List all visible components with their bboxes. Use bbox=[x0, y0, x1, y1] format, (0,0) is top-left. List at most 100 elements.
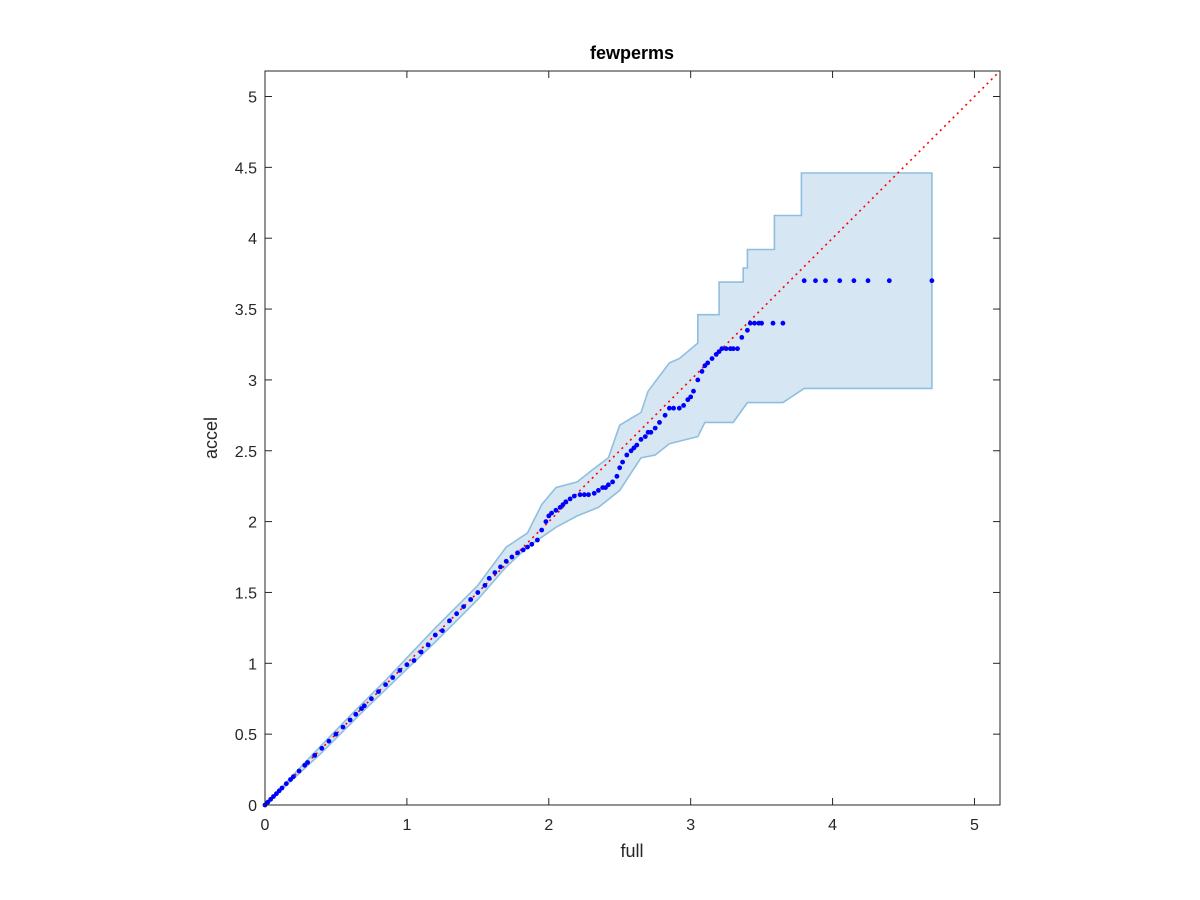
data-point bbox=[418, 649, 424, 655]
data-point bbox=[571, 493, 577, 499]
data-point bbox=[482, 583, 488, 588]
data-point bbox=[813, 278, 818, 284]
data-point bbox=[591, 490, 597, 496]
plot-frame bbox=[264, 70, 1001, 806]
data-point bbox=[340, 724, 346, 730]
data-point bbox=[642, 434, 648, 439]
data-point bbox=[305, 760, 310, 765]
data-point bbox=[657, 420, 662, 425]
data-point bbox=[353, 711, 359, 717]
x-axis-label: full bbox=[620, 841, 643, 861]
data-point bbox=[475, 590, 481, 595]
data-point bbox=[723, 346, 729, 352]
data-point bbox=[492, 570, 498, 575]
data-point bbox=[347, 717, 353, 723]
data-point bbox=[319, 745, 325, 751]
data-point bbox=[549, 510, 554, 516]
y-tick-label: 5 bbox=[248, 90, 257, 107]
data-point bbox=[610, 479, 615, 485]
data-point bbox=[688, 394, 694, 400]
data-point bbox=[312, 753, 318, 758]
data-point bbox=[620, 459, 625, 465]
x-tick-label: 4 bbox=[828, 817, 837, 834]
data-point bbox=[759, 320, 764, 326]
data-point bbox=[851, 278, 857, 284]
data-point bbox=[624, 452, 630, 458]
data-point bbox=[468, 597, 474, 602]
data-point bbox=[662, 412, 668, 418]
data-point bbox=[404, 662, 410, 668]
data-point bbox=[581, 492, 587, 498]
data-point bbox=[535, 537, 540, 543]
x-tick-label: 2 bbox=[544, 817, 553, 834]
data-point bbox=[291, 774, 296, 780]
data-point bbox=[279, 785, 285, 791]
x-tick-label: 5 bbox=[970, 817, 979, 834]
data-point bbox=[780, 320, 786, 326]
data-point bbox=[837, 278, 843, 284]
data-point bbox=[509, 554, 515, 560]
data-point bbox=[719, 346, 725, 352]
data-point bbox=[440, 628, 445, 634]
data-point bbox=[265, 799, 271, 805]
data-point bbox=[652, 425, 658, 431]
data-point bbox=[735, 346, 740, 352]
data-point bbox=[691, 388, 696, 394]
reference-line bbox=[264, 70, 1001, 806]
data-points-layer bbox=[262, 278, 935, 808]
data-point bbox=[333, 731, 339, 737]
data-point bbox=[486, 575, 492, 581]
data-point bbox=[369, 696, 374, 702]
data-point bbox=[667, 405, 672, 411]
data-point bbox=[553, 507, 559, 513]
data-point bbox=[747, 320, 753, 326]
data-point bbox=[823, 278, 828, 284]
y-tick-label: 3 bbox=[248, 373, 257, 390]
data-point bbox=[447, 618, 452, 624]
data-point bbox=[503, 558, 509, 564]
y-axis-ticks: 0 0.5 1 1.5 2 2.5 3 3.5 4 4.5 5 bbox=[235, 90, 1000, 815]
data-point bbox=[520, 547, 526, 553]
data-point bbox=[929, 278, 935, 284]
data-point bbox=[617, 465, 623, 471]
data-point bbox=[296, 768, 302, 774]
x-tick-label: 3 bbox=[686, 817, 695, 834]
reference-line-layer bbox=[264, 70, 1001, 806]
data-point bbox=[801, 278, 807, 284]
data-point bbox=[606, 482, 611, 488]
y-tick-label: 0 bbox=[248, 798, 257, 815]
data-point bbox=[525, 544, 530, 550]
data-point bbox=[432, 632, 438, 638]
data-point bbox=[283, 781, 289, 787]
data-point bbox=[865, 278, 871, 284]
data-point bbox=[376, 689, 381, 694]
y-tick-label: 2.5 bbox=[235, 444, 257, 461]
y-tick-label: 1.5 bbox=[235, 585, 257, 602]
data-point bbox=[383, 682, 388, 687]
data-point bbox=[705, 360, 711, 366]
data-point bbox=[634, 442, 640, 448]
data-point bbox=[699, 369, 705, 374]
data-point bbox=[454, 611, 459, 617]
data-point bbox=[681, 403, 686, 408]
data-point bbox=[563, 499, 569, 505]
y-tick-label: 3.5 bbox=[235, 302, 257, 319]
data-point bbox=[614, 473, 620, 479]
data-point bbox=[543, 519, 549, 524]
data-point bbox=[397, 668, 403, 673]
x-tick-label: 0 bbox=[261, 817, 270, 834]
data-point bbox=[577, 492, 583, 498]
y-tick-label: 0.5 bbox=[235, 727, 257, 744]
data-point bbox=[361, 703, 367, 709]
data-point bbox=[770, 320, 776, 326]
x-tick-label: 1 bbox=[402, 817, 411, 834]
data-point bbox=[461, 604, 466, 609]
data-point bbox=[498, 564, 503, 570]
data-point bbox=[390, 675, 396, 680]
data-point bbox=[586, 492, 591, 498]
data-point bbox=[648, 429, 654, 435]
data-point bbox=[567, 496, 573, 502]
data-point bbox=[695, 377, 701, 383]
y-tick-label: 2 bbox=[248, 515, 257, 532]
